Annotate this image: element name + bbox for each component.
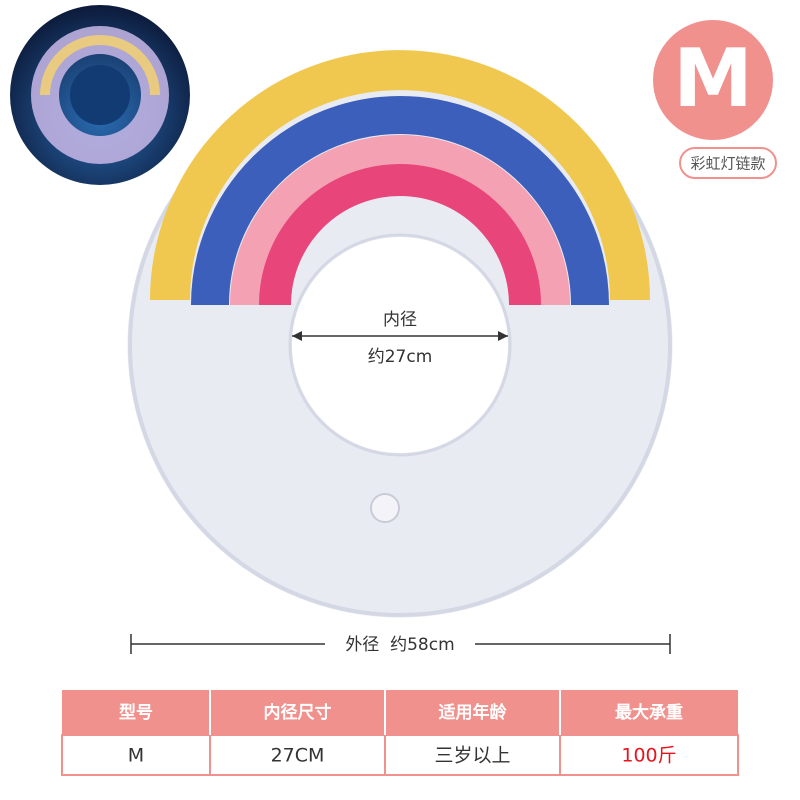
- outer-label-bg: [325, 632, 475, 656]
- header-cell: 适用年龄: [439, 702, 508, 723]
- rainbow-red: [259, 164, 541, 306]
- header-row: [62, 690, 738, 735]
- inner-value: 约27cm: [368, 347, 433, 367]
- outer-label: 外径 约58cm: [345, 635, 454, 655]
- spec-table: 型号 内径尺寸 适用年龄 最大承重 M 27CM 三岁以上 100斤: [61, 690, 739, 776]
- style-pill: [679, 147, 777, 179]
- valve: [370, 493, 400, 523]
- rainbow-yellow: [150, 50, 650, 301]
- body-cell: 100斤: [621, 745, 676, 767]
- body-cell: M: [128, 745, 144, 767]
- inner-label: 内径: [383, 310, 417, 330]
- rainbow-pink: [230, 135, 570, 306]
- body-row: [61, 734, 739, 776]
- size-badge: [653, 20, 773, 140]
- header-cell: 内径尺寸: [264, 702, 332, 723]
- ring-inner-edge: [288, 233, 512, 457]
- header-cell: 最大承重: [615, 702, 683, 723]
- header-cell: 型号: [119, 702, 153, 723]
- ring-hole: [292, 237, 508, 453]
- badge-text: M: [673, 32, 753, 125]
- style-label: 彩虹灯链款: [690, 155, 765, 173]
- inset-hole: [70, 65, 130, 125]
- inset-rainbow: [40, 35, 160, 96]
- rainbow-blue: [191, 96, 609, 306]
- body-cell: 27CM: [271, 745, 325, 767]
- body-cell: 三岁以上: [434, 745, 510, 767]
